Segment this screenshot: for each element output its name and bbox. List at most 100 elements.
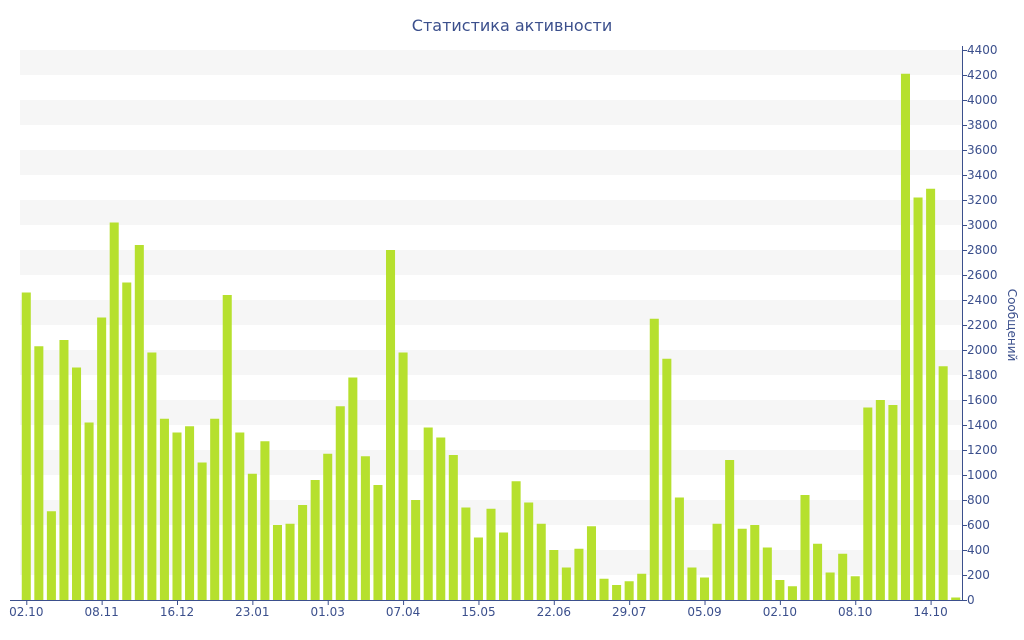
bar <box>649 318 659 600</box>
bar <box>147 352 157 600</box>
bar <box>926 188 936 600</box>
y-tick-label: 2200 <box>967 318 998 332</box>
bar <box>700 577 710 600</box>
bar <box>348 377 358 600</box>
x-tick-label: 23.01 <box>235 605 269 619</box>
x-tick-label: 29.07 <box>612 605 646 619</box>
bar <box>411 500 421 600</box>
bar <box>109 222 119 600</box>
bar <box>423 427 433 600</box>
bar <box>624 581 634 600</box>
y-tick-label: 400 <box>967 543 990 557</box>
grid-band <box>20 150 962 175</box>
bar <box>900 73 910 600</box>
bar <box>762 547 772 600</box>
bar <box>687 567 697 600</box>
y-tick-label: 2800 <box>967 243 998 257</box>
y-tick-label: 4200 <box>967 68 998 82</box>
x-tick-label: 05.09 <box>687 605 721 619</box>
bar <box>850 576 860 600</box>
bar <box>813 543 823 600</box>
y-tick-label: 4400 <box>967 43 998 57</box>
y-tick-label: 4000 <box>967 93 998 107</box>
bar <box>586 526 596 600</box>
bar <box>122 282 132 600</box>
chart-title: Статистика активности <box>412 16 612 35</box>
bar <box>335 406 345 600</box>
bar <box>272 525 282 600</box>
x-tick-label: 15.05 <box>461 605 495 619</box>
bar <box>951 597 961 600</box>
bar <box>247 473 257 600</box>
bar <box>360 456 370 600</box>
bar <box>574 548 584 600</box>
x-tick-label: 08.10 <box>838 605 872 619</box>
bar <box>398 352 408 600</box>
bar <box>323 453 333 600</box>
bar <box>185 426 195 600</box>
bar <box>97 317 107 600</box>
x-tick-label: 16.12 <box>160 605 194 619</box>
x-tick-label: 14.10 <box>913 605 947 619</box>
bar <box>34 346 44 600</box>
bar <box>134 245 144 600</box>
bar <box>800 495 810 600</box>
bars <box>21 73 961 600</box>
bar <box>260 441 270 600</box>
bar <box>750 525 760 600</box>
y-tick-label: 2600 <box>967 268 998 282</box>
bar <box>436 437 446 600</box>
bar <box>59 340 69 600</box>
bar <box>875 400 885 600</box>
bar <box>486 508 496 600</box>
grid-band <box>20 300 962 325</box>
y-tick-label: 1800 <box>967 368 998 382</box>
y-tick-label: 2400 <box>967 293 998 307</box>
y-tick-label: 1600 <box>967 393 998 407</box>
x-tick-label: 07.04 <box>386 605 420 619</box>
bar <box>725 460 735 600</box>
y-tick-label: 3000 <box>967 218 998 232</box>
bar <box>775 580 785 600</box>
y-tick-label: 800 <box>967 493 990 507</box>
bar <box>386 250 396 600</box>
y-tick-label: 200 <box>967 568 990 582</box>
y-tick-labels: 0 200 400 600 800 1000 1200 1400 1600 1800 2000 220… <box>967 43 998 607</box>
bar <box>612 585 622 600</box>
grid-band <box>20 350 962 375</box>
y-axis-label: Сообщений <box>1005 289 1019 362</box>
y-tick-label: 1400 <box>967 418 998 432</box>
bar <box>298 505 308 600</box>
bar <box>599 578 609 600</box>
bar <box>310 480 320 600</box>
y-tick-label: 600 <box>967 518 990 532</box>
bar <box>373 485 383 600</box>
bar <box>938 366 948 600</box>
grid-band <box>20 250 962 275</box>
bar <box>674 497 684 600</box>
x-tick-label: 22.06 <box>537 605 571 619</box>
y-tick-label: 3200 <box>967 193 998 207</box>
bar <box>210 418 220 600</box>
grid-band <box>20 50 962 75</box>
bar <box>46 511 56 600</box>
grid-band <box>20 200 962 225</box>
bar <box>511 481 521 600</box>
bar <box>72 367 82 600</box>
bar <box>712 523 722 600</box>
grid-band <box>20 400 962 425</box>
bar <box>561 567 571 600</box>
bar <box>863 407 873 600</box>
x-tick-label: 08.11 <box>84 605 118 619</box>
bar <box>448 455 458 600</box>
bar <box>84 422 94 600</box>
bar <box>737 528 747 600</box>
y-tick-label: 1000 <box>967 468 998 482</box>
bar <box>197 462 207 600</box>
bar <box>838 553 848 600</box>
bar <box>662 358 672 600</box>
bar <box>473 537 483 600</box>
bar <box>549 550 559 600</box>
bar <box>536 523 546 600</box>
